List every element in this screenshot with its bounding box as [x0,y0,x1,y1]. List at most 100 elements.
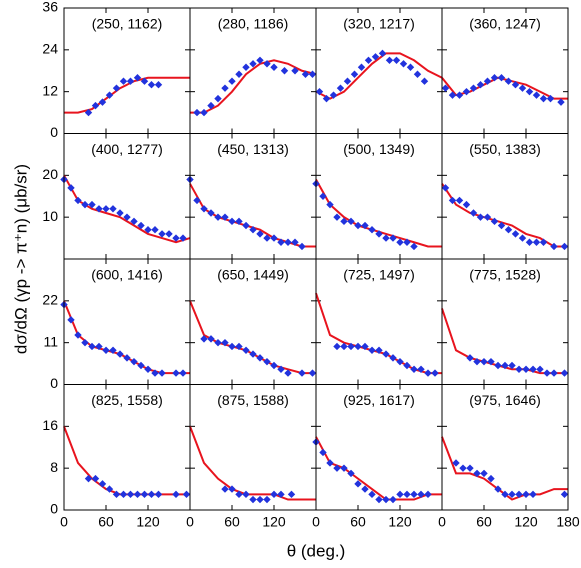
fit-curve [441,76,568,100]
data-point [270,234,278,242]
data-point [560,369,569,377]
y-tick-label: 0 [50,124,58,140]
fit-curve [315,292,442,375]
data-point [235,70,243,78]
data-point [200,205,208,213]
data-point [497,221,506,230]
data-point [515,490,523,499]
y-tick-label: 11 [43,333,58,349]
data-point [301,70,310,78]
data-point [256,230,264,238]
data-point [249,350,257,358]
data-point [532,238,541,246]
data-point [508,490,516,499]
data-point [172,234,180,242]
y-tick-label: 8 [50,459,58,475]
x-tick-label: 60 [476,514,492,530]
data-point [560,490,569,499]
data-point [228,77,236,85]
data-point [483,77,492,85]
data-point [382,350,390,358]
data-point [95,205,103,213]
data-point [410,242,418,251]
data-point [417,365,425,373]
data-point [263,495,271,504]
data-point [235,217,243,226]
x-axis-label: θ (deg.) [287,541,346,560]
fit-curve [441,183,568,248]
data-point [424,369,432,377]
data-point [480,469,488,478]
data-point [126,77,135,85]
data-point [235,490,243,499]
data-point [151,226,159,234]
data-point [298,369,306,377]
data-point [333,464,341,472]
data-point [98,480,107,488]
data-point [490,74,499,82]
data-point [308,70,317,78]
fit-curve [64,76,190,114]
x-tick-label: 0 [438,514,446,530]
data-point [354,221,362,230]
data-point [207,209,215,217]
data-point [326,200,334,209]
data-point [361,342,369,351]
data-point [473,469,481,478]
data-point [347,342,355,351]
data-point [529,365,537,373]
panel-title: (450, 1313) [217,141,289,157]
data-point [284,369,292,377]
data-point [389,354,397,362]
data-point [354,342,362,351]
data-point [497,74,506,82]
panel-title: (650, 1449) [217,267,289,283]
data-point [424,490,432,499]
data-point [504,77,513,85]
data-point [487,357,495,366]
data-point [539,94,548,103]
data-point [123,354,131,362]
data-point [389,234,397,242]
y-tick-label: 12 [42,82,58,98]
data-point [340,464,348,472]
data-point [298,242,306,251]
x-tick-label: 0 [60,514,68,530]
panel-title: (500, 1349) [343,141,415,157]
data-point [158,369,166,377]
data-point [452,459,460,467]
data-point [151,369,159,377]
data-point [228,485,236,493]
data-point [67,316,75,324]
data-point [200,335,208,343]
panel-title: (400, 1277) [91,141,163,157]
data-point [221,338,229,347]
data-point [361,221,369,230]
data-point [410,365,418,373]
data-point [277,365,285,373]
panel-title: (250, 1162) [92,16,163,32]
data-point [249,226,257,234]
data-point [550,242,558,251]
data-point [88,200,96,209]
data-point [109,346,117,354]
data-point [158,230,166,238]
data-point [228,342,236,351]
data-point [235,342,243,351]
data-point [256,495,264,504]
data-point [319,448,327,457]
data-point [119,490,128,499]
data-point [242,490,250,499]
y-tick-label: 0 [50,501,58,517]
data-point [347,469,355,478]
data-point [490,217,499,226]
data-point [557,98,565,106]
data-point [431,369,439,377]
data-point [525,238,534,246]
data-point [193,196,201,205]
data-point [375,230,383,238]
data-point [109,205,117,213]
data-point [277,490,285,499]
data-point [354,480,362,488]
data-point [375,346,383,354]
